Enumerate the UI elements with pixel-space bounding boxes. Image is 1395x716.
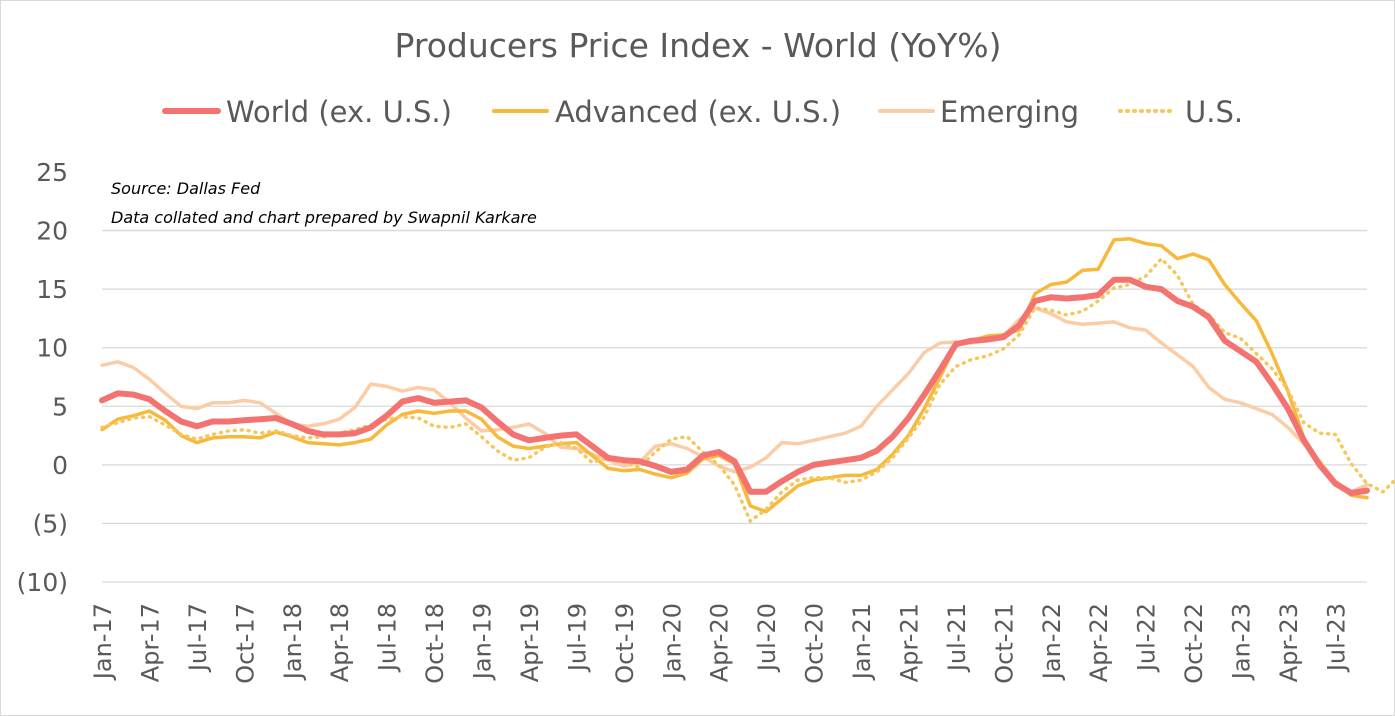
y-tick-label: 25 bbox=[36, 158, 68, 187]
legend-label-us: U.S. bbox=[1185, 95, 1243, 129]
x-tick-label: Oct-18 bbox=[421, 603, 449, 684]
legend-item-advanced[interactable]: Advanced (ex. U.S.) bbox=[492, 95, 841, 129]
x-tick-label: Jan-17 bbox=[89, 603, 117, 681]
legend-item-emerging[interactable]: Emerging bbox=[878, 95, 1079, 129]
chart-title: Producers Price Index - World (YoY%) bbox=[395, 26, 1002, 65]
x-tick-label: Apr-23 bbox=[1275, 603, 1303, 682]
x-tick-label: Apr-22 bbox=[1085, 603, 1113, 682]
x-tick-label: Jan-19 bbox=[469, 603, 497, 681]
series-line-emerging bbox=[100, 306, 1369, 494]
x-tick-label: Jan-23 bbox=[1228, 603, 1256, 681]
x-tick-label: Jan-21 bbox=[848, 603, 876, 681]
y-tick-label: 10 bbox=[36, 334, 68, 363]
legend-label-emerging: Emerging bbox=[940, 95, 1079, 129]
x-tick-label: Jul-18 bbox=[374, 603, 402, 673]
legend-label-advanced: Advanced (ex. U.S.) bbox=[555, 95, 841, 129]
gridlines bbox=[102, 229, 1367, 583]
y-tick-label: 0 bbox=[52, 451, 68, 480]
y-tick-label: 20 bbox=[36, 217, 68, 246]
legend: World (ex. U.S.) Advanced (ex. U.S.) Eme… bbox=[162, 95, 1243, 129]
x-tick-label: Jul-21 bbox=[943, 603, 971, 673]
x-tick-label: Jan-20 bbox=[658, 603, 686, 681]
y-tick-label: 5 bbox=[52, 392, 68, 421]
y-tick-label: (10) bbox=[17, 568, 68, 597]
series-line-us bbox=[100, 256, 1395, 523]
series-lines bbox=[99, 237, 1395, 523]
x-tick-label: Oct-20 bbox=[801, 603, 829, 684]
legend-label-world: World (ex. U.S.) bbox=[226, 95, 452, 129]
x-tick-label: Apr-21 bbox=[895, 603, 923, 682]
y-tick-label: (5) bbox=[33, 509, 68, 538]
x-tick-label: Apr-20 bbox=[706, 603, 734, 682]
x-tick-label: Jul-23 bbox=[1322, 603, 1350, 673]
legend-item-us[interactable]: U.S. bbox=[1118, 95, 1243, 129]
x-tick-label: Jul-22 bbox=[1133, 603, 1161, 673]
chart-credit-note: Data collated and chart prepared by Swap… bbox=[111, 208, 537, 227]
x-tick-label: Apr-19 bbox=[516, 603, 544, 682]
x-tick-label: Apr-18 bbox=[326, 603, 354, 682]
chart-source-note: Source: Dallas Fed bbox=[111, 179, 261, 198]
x-tick-label: Oct-22 bbox=[1180, 603, 1208, 684]
x-tick-label: Jan-18 bbox=[279, 603, 307, 681]
series-line-world bbox=[99, 276, 1370, 496]
x-tick-label: Jan-22 bbox=[1038, 603, 1066, 681]
y-axis-ticks: 25 20 15 10 5 0 (5) (10) bbox=[17, 158, 68, 597]
x-tick-label: Oct-17 bbox=[231, 603, 259, 684]
x-axis-ticks: Jan-17 Apr-17 Jul-17 Oct-17 Jan-18 Apr-18 Jul-… bbox=[89, 603, 1350, 684]
x-tick-label: Jul-20 bbox=[753, 603, 781, 673]
x-tick-label: Oct-21 bbox=[990, 603, 1018, 684]
x-tick-label: Apr-17 bbox=[136, 603, 164, 682]
x-tick-label: Oct-19 bbox=[611, 603, 639, 684]
legend-item-world[interactable]: World (ex. U.S.) bbox=[162, 95, 452, 129]
x-tick-label: Jul-19 bbox=[563, 603, 591, 673]
y-tick-label: 15 bbox=[36, 275, 68, 304]
x-tick-label: Jul-17 bbox=[184, 603, 212, 673]
